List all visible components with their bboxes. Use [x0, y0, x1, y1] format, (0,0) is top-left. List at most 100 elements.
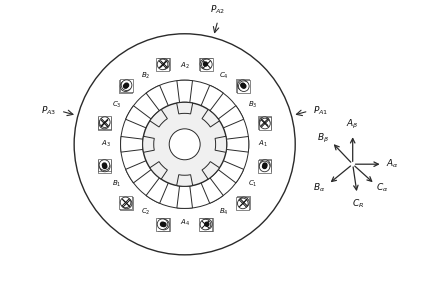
Text: $C_{2}$: $C_{2}$	[140, 207, 150, 217]
Wedge shape	[201, 109, 219, 127]
Circle shape	[259, 160, 270, 170]
Circle shape	[102, 164, 106, 168]
Circle shape	[158, 59, 169, 69]
Polygon shape	[200, 218, 213, 231]
Circle shape	[205, 222, 208, 226]
Wedge shape	[209, 106, 243, 132]
Text: $A_{3}$: $A_{3}$	[101, 139, 111, 149]
Text: $A_{2}$: $A_{2}$	[180, 61, 189, 71]
Text: $A_{4}$: $A_{4}$	[179, 218, 189, 228]
Wedge shape	[176, 102, 192, 114]
Circle shape	[121, 198, 131, 209]
Polygon shape	[98, 117, 110, 130]
Polygon shape	[258, 117, 271, 130]
Polygon shape	[198, 58, 212, 71]
Circle shape	[201, 219, 212, 230]
Circle shape	[120, 80, 248, 209]
Wedge shape	[215, 136, 226, 152]
Text: $A_{\alpha}$: $A_{\alpha}$	[385, 158, 398, 170]
Circle shape	[201, 59, 212, 70]
Text: $C_{R}$: $C_{R}$	[351, 198, 363, 210]
Text: $B_{4}$: $B_{4}$	[219, 207, 228, 217]
Polygon shape	[119, 80, 132, 93]
Circle shape	[102, 163, 106, 167]
Wedge shape	[120, 137, 154, 152]
Circle shape	[158, 219, 169, 230]
Text: $B_{\beta}$: $B_{\beta}$	[317, 132, 329, 145]
Circle shape	[203, 62, 207, 66]
Wedge shape	[125, 156, 159, 183]
Polygon shape	[120, 197, 133, 210]
Wedge shape	[125, 106, 159, 132]
Circle shape	[99, 161, 110, 172]
Polygon shape	[198, 218, 212, 231]
Text: $A_{\beta}$: $A_{\beta}$	[346, 118, 358, 131]
Wedge shape	[146, 169, 172, 203]
Circle shape	[120, 81, 131, 92]
Circle shape	[123, 84, 127, 88]
Polygon shape	[157, 58, 170, 71]
Circle shape	[238, 81, 248, 92]
Polygon shape	[98, 160, 111, 173]
Circle shape	[121, 80, 131, 90]
Polygon shape	[236, 197, 249, 210]
Circle shape	[262, 163, 266, 167]
Wedge shape	[177, 80, 192, 113]
Wedge shape	[176, 175, 192, 186]
Wedge shape	[146, 85, 172, 120]
Text: $C_{\alpha}$: $C_{\alpha}$	[375, 181, 388, 194]
Wedge shape	[196, 169, 223, 203]
Circle shape	[237, 80, 247, 90]
Text: $B_{\alpha}$: $B_{\alpha}$	[313, 181, 325, 194]
Text: $P_{A1}$: $P_{A1}$	[312, 105, 328, 118]
Wedge shape	[142, 136, 154, 152]
Polygon shape	[156, 218, 169, 231]
Polygon shape	[258, 116, 270, 128]
Circle shape	[259, 117, 269, 128]
Text: $A_{1}$: $A_{1}$	[258, 139, 268, 149]
Circle shape	[160, 222, 164, 226]
Polygon shape	[258, 160, 270, 173]
Circle shape	[200, 219, 210, 230]
Circle shape	[162, 223, 166, 227]
Circle shape	[120, 197, 131, 208]
Polygon shape	[98, 159, 110, 171]
Polygon shape	[98, 116, 111, 128]
Circle shape	[238, 197, 248, 208]
Wedge shape	[209, 156, 243, 183]
Wedge shape	[215, 137, 248, 152]
Circle shape	[259, 118, 270, 129]
Text: $P_{A2}$: $P_{A2}$	[210, 3, 225, 16]
Text: $B_{3}$: $B_{3}$	[247, 100, 257, 110]
Text: $P_{A3}$: $P_{A3}$	[41, 105, 56, 118]
Polygon shape	[200, 58, 213, 71]
Circle shape	[99, 117, 110, 128]
Wedge shape	[201, 162, 219, 179]
Circle shape	[262, 164, 266, 168]
Circle shape	[124, 83, 128, 87]
Circle shape	[74, 34, 294, 255]
Wedge shape	[149, 162, 167, 179]
Polygon shape	[236, 79, 249, 92]
Circle shape	[142, 102, 226, 186]
Polygon shape	[120, 79, 133, 92]
Polygon shape	[119, 196, 132, 209]
Text: $B_{1}$: $B_{1}$	[112, 179, 121, 189]
Text: $C_{1}$: $C_{1}$	[247, 179, 257, 189]
Circle shape	[99, 118, 110, 129]
Text: $B_{2}$: $B_{2}$	[141, 71, 150, 82]
Circle shape	[157, 59, 167, 70]
Text: $C_{3}$: $C_{3}$	[112, 100, 121, 110]
Circle shape	[241, 84, 245, 88]
Wedge shape	[149, 109, 167, 127]
Polygon shape	[258, 159, 271, 171]
Text: $C_{4}$: $C_{4}$	[219, 71, 228, 82]
Polygon shape	[237, 196, 250, 209]
Circle shape	[240, 83, 244, 87]
Polygon shape	[237, 80, 250, 93]
Polygon shape	[157, 218, 170, 231]
Circle shape	[99, 160, 110, 170]
Circle shape	[237, 198, 247, 209]
Wedge shape	[196, 85, 223, 120]
Polygon shape	[156, 58, 169, 71]
